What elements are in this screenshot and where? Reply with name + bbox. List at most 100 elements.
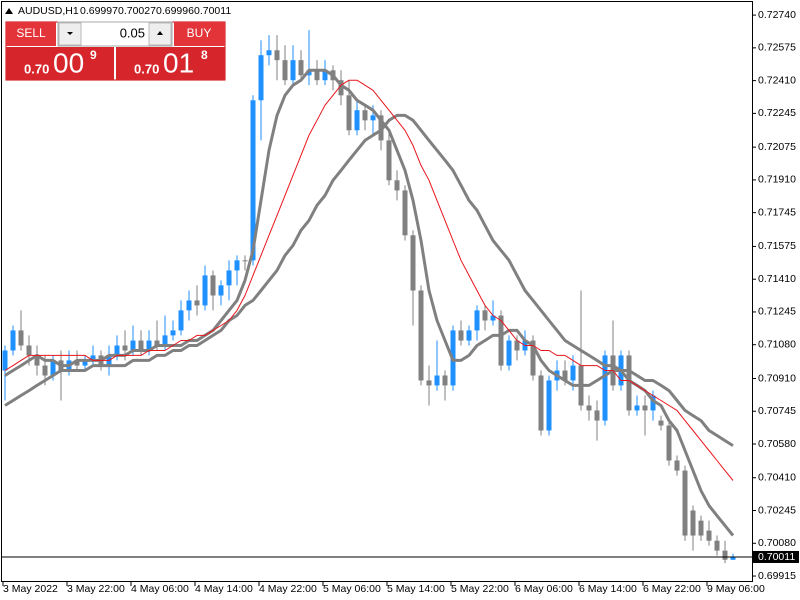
candle-body — [674, 460, 680, 471]
candle-body — [474, 310, 480, 331]
candle-body — [442, 375, 448, 386]
candle-body — [50, 360, 56, 376]
candle-body — [570, 365, 576, 381]
candle-body — [250, 100, 256, 261]
y-tick-label: 0.72245 — [758, 107, 796, 119]
candle-body — [458, 330, 464, 341]
y-tick-label: 0.72075 — [758, 141, 796, 153]
candle-body — [386, 140, 392, 181]
buy-price-big: 01 — [163, 47, 194, 78]
candle-body — [322, 70, 328, 81]
candle-body — [34, 355, 40, 366]
candle-body — [682, 470, 688, 536]
candle-body — [178, 310, 184, 331]
candle-body — [186, 300, 192, 311]
candle-body — [482, 310, 488, 321]
candle-body — [698, 520, 704, 536]
candle-body — [266, 50, 272, 56]
candle-body — [146, 340, 152, 351]
x-tick-label: 9 May 06:00 — [707, 583, 765, 595]
sell-button[interactable] — [6, 22, 56, 46]
candle-body — [210, 275, 216, 296]
buy-button[interactable] — [174, 22, 225, 46]
candle-body — [546, 380, 552, 431]
candle-body — [602, 355, 608, 421]
candle-body — [170, 330, 176, 336]
lot-value: 0.05 — [120, 25, 145, 40]
x-tick-label: 6 May 22:00 — [643, 583, 701, 595]
candle-body — [218, 285, 224, 296]
x-tick-label: 4 May 14:00 — [195, 583, 253, 595]
candle-body — [242, 260, 248, 262]
candle-body — [338, 80, 344, 96]
candle-body — [514, 340, 520, 351]
buy-price-small: 8 — [201, 48, 208, 62]
y-tick-label: 0.70910 — [758, 372, 796, 384]
y-tick-label: 0.71575 — [758, 240, 796, 252]
candle-body — [434, 375, 440, 386]
x-tick-label: 5 May 06:00 — [323, 583, 381, 595]
x-tick-label: 6 May 14:00 — [579, 583, 637, 595]
candle-body — [498, 315, 504, 366]
candle-body — [410, 235, 416, 291]
low-value: 0.69996 — [156, 5, 194, 17]
candle-body — [122, 345, 128, 351]
candle-body — [402, 190, 408, 236]
x-tick-label: 4 May 06:00 — [131, 583, 189, 595]
candle-body — [282, 60, 288, 81]
candle-body — [490, 315, 496, 321]
candle-body — [594, 410, 600, 421]
candle-body — [394, 180, 400, 191]
symbol: AUDUSD,H1 — [18, 5, 79, 17]
candle-body — [42, 365, 48, 376]
y-tick-label: 0.71745 — [758, 206, 796, 218]
candle-body — [666, 425, 672, 461]
candle-body — [706, 530, 712, 541]
y-tick-label: 0.72410 — [758, 74, 796, 86]
candle-body — [74, 360, 80, 366]
candle-body — [562, 370, 568, 381]
candle-body — [298, 60, 304, 76]
candle-body — [658, 420, 664, 426]
high-value: 0.70027 — [118, 5, 156, 17]
buy-price-box[interactable] — [116, 47, 225, 80]
down-arrow — [67, 32, 73, 35]
candle-body — [370, 115, 376, 121]
candle-body — [722, 550, 728, 560]
candle-body — [586, 405, 592, 411]
y-tick-label: 0.69915 — [758, 570, 796, 582]
candle-body — [202, 275, 208, 306]
trade-panel: SELL 0.05 BUY 0.70 00 9 0.70 01 8 — [5, 21, 226, 81]
x-tick-label: 5 May 22:00 — [451, 583, 509, 595]
candle-body — [634, 405, 640, 411]
candle-body — [650, 395, 656, 411]
candle-body — [506, 340, 512, 366]
candle-body — [466, 330, 472, 341]
indicator-line — [4, 79, 734, 481]
candle-body — [354, 110, 360, 131]
candle-body — [18, 330, 24, 346]
buy-price-prefix: 0.70 — [134, 61, 159, 76]
y-tick-label: 0.70745 — [758, 405, 796, 417]
y-tick-label: 0.71410 — [758, 273, 796, 285]
candle-body — [426, 380, 432, 386]
plot-frame — [1, 1, 753, 582]
collapse-icon[interactable] — [5, 8, 13, 14]
x-tick-label: 5 May 14:00 — [387, 583, 445, 595]
candle-body — [90, 355, 96, 361]
candle-body — [642, 405, 648, 411]
y-tick-label: 0.71910 — [758, 174, 796, 186]
candle-body — [626, 355, 632, 411]
candle-body — [362, 110, 368, 121]
candle-body — [138, 340, 144, 351]
y-tick-label: 0.71245 — [758, 306, 796, 318]
candle-body — [314, 70, 320, 81]
sell-price-prefix: 0.70 — [24, 61, 49, 76]
x-tick-label: 3 May 22:00 — [67, 583, 125, 595]
sell-price-box[interactable] — [6, 47, 114, 80]
candle-body — [194, 300, 200, 306]
candle-body — [10, 330, 16, 351]
candle-body — [162, 335, 168, 346]
candle-body — [130, 340, 136, 351]
